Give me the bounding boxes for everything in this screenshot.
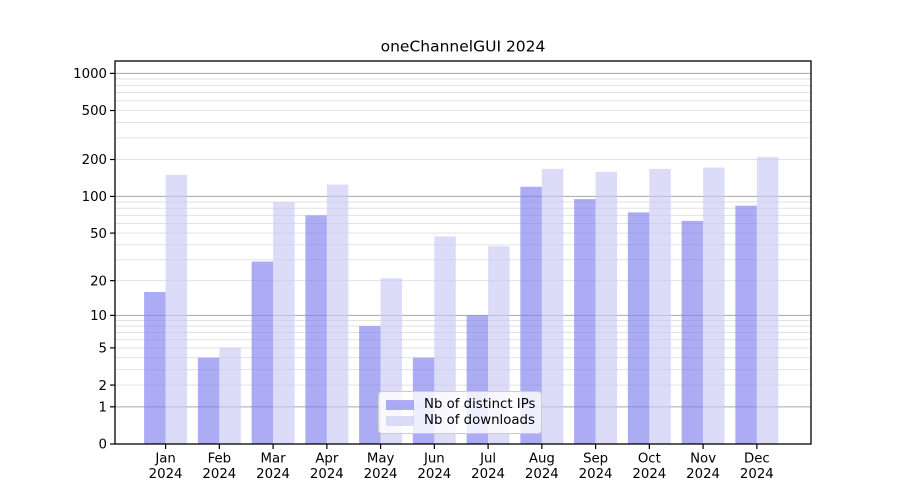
bar-sep-downloads xyxy=(595,171,618,445)
x-tick-label: May 2024 xyxy=(364,452,398,482)
y-tick-label: 10 xyxy=(90,309,107,324)
y-tick-label: 100 xyxy=(82,190,107,205)
bar-nov-distinct-ips xyxy=(681,220,704,444)
x-tick-label: Feb 2024 xyxy=(202,452,236,482)
y-tick-label: 200 xyxy=(82,153,107,168)
x-tick-label: Sep 2024 xyxy=(579,452,613,482)
legend-item-downloads: Nb of downloads xyxy=(386,413,535,429)
x-tick-label: Jan 2024 xyxy=(149,452,183,482)
bar-jan-distinct-ips xyxy=(144,292,166,444)
legend-item-distinct-ips: Nb of distinct IPs xyxy=(386,397,536,413)
chart-title: oneChannelGUI 2024 xyxy=(381,38,546,56)
x-tick-label: Jul 2024 xyxy=(471,452,505,482)
bar-mar-downloads xyxy=(273,202,295,444)
bar-oct-distinct-ips xyxy=(627,212,650,444)
legend-swatch-distinct-ips xyxy=(386,400,414,410)
bar-nov-downloads xyxy=(703,167,725,445)
legend: Nb of distinct IPs Nb of downloads xyxy=(378,391,542,434)
y-tick-label: 0 xyxy=(99,438,107,453)
legend-label-distinct-ips: Nb of distinct IPs xyxy=(424,397,536,412)
y-tick-label: 1000 xyxy=(73,67,107,82)
axes xyxy=(110,60,812,449)
bar-mar-distinct-ips xyxy=(251,261,274,444)
y-tick-label: 1 xyxy=(99,401,107,416)
gridlines-minor xyxy=(115,78,811,386)
x-tick-label: Dec 2024 xyxy=(740,452,774,482)
x-tick-label: Oct 2024 xyxy=(632,452,666,482)
bar-dec-distinct-ips xyxy=(735,205,757,444)
bar-sep-distinct-ips xyxy=(574,199,596,444)
y-tick-label: 5 xyxy=(99,342,107,357)
bar-aug-downloads xyxy=(541,168,564,444)
bar-jan-downloads xyxy=(165,174,188,444)
y-tick-label: 2 xyxy=(99,379,107,394)
x-tick-label: Aug 2024 xyxy=(525,452,559,482)
legend-label-downloads: Nb of downloads xyxy=(424,413,535,428)
bar-feb-downloads xyxy=(219,347,241,444)
bar-aug-distinct-ips xyxy=(520,186,542,445)
bar-may-distinct-ips xyxy=(359,326,381,444)
x-tick-label: Apr 2024 xyxy=(310,452,344,482)
plot-border xyxy=(114,60,812,445)
bars xyxy=(144,156,779,445)
y-tick-label: 50 xyxy=(90,227,107,242)
bar-apr-downloads xyxy=(326,184,349,445)
y-tick-label: 20 xyxy=(90,274,107,289)
x-tick-label: Mar 2024 xyxy=(256,452,290,482)
y-tick-label: 500 xyxy=(82,104,107,119)
bar-dec-downloads xyxy=(756,156,779,444)
bar-oct-downloads xyxy=(649,168,671,444)
x-tick-label: Nov 2024 xyxy=(686,452,720,482)
bar-apr-distinct-ips xyxy=(305,215,327,444)
x-tick-label: Jun 2024 xyxy=(417,452,451,482)
x-axis-labels: Jan 2024 Feb 2024 Mar 2024 Apr 2024 May 2024 Jun 20… xyxy=(149,452,774,482)
legend-swatch-downloads xyxy=(386,416,414,426)
bar-feb-distinct-ips xyxy=(197,357,220,444)
